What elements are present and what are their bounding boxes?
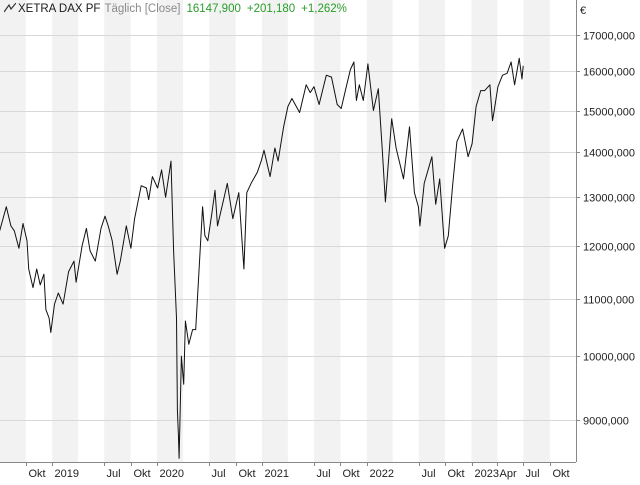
x-tick-label: Jul	[317, 468, 331, 480]
chart-mode: Täglich [Close]	[104, 3, 181, 15]
x-tick-label: Okt	[553, 468, 570, 480]
x-tick-label: Jul	[212, 468, 226, 480]
x-tick-label: Okt	[239, 468, 256, 480]
y-tick-label: 11000,000	[583, 295, 634, 307]
x-tick-label: Okt	[29, 468, 46, 480]
instrument-name: XETRA DAX PF	[18, 3, 101, 15]
x-tick-label: Okt	[343, 468, 360, 480]
period-band	[52, 0, 79, 462]
x-tick-label: Jul	[526, 468, 540, 480]
gridlines	[0, 35, 576, 421]
x-tick-label: 2022	[370, 468, 394, 480]
price-change: +201,180	[246, 3, 296, 15]
x-tick-label: 2021	[265, 468, 289, 480]
y-tick-label: 12000,000	[583, 242, 635, 254]
period-band	[262, 0, 288, 462]
price-series	[0, 57, 524, 459]
chart-header: XETRA DAX PF Täglich [Close] 16147,900 +201…	[4, 3, 347, 15]
last-price: 16147,900	[186, 3, 241, 15]
period-band	[366, 0, 393, 462]
x-tick-label: Okt	[448, 468, 465, 480]
period-band	[104, 0, 131, 462]
currency-label: €	[580, 5, 587, 17]
y-tick-label: 13000,000	[583, 193, 635, 205]
x-tick-label: 2023	[475, 468, 499, 480]
period-band	[471, 0, 498, 462]
x-tick-label: Apr	[500, 468, 517, 480]
y-tick-label: 14000,000	[583, 148, 635, 160]
series-line	[0, 57, 524, 459]
y-tick-label: 9000,000	[583, 416, 629, 428]
period-band	[209, 0, 236, 462]
x-tick-label: Okt	[134, 468, 151, 480]
period-bands	[0, 0, 550, 462]
line-chart-icon	[4, 3, 16, 13]
x-tick-label: Jul	[107, 468, 121, 480]
period-band	[313, 0, 341, 462]
x-tick-label: Jul	[422, 468, 436, 480]
y-axis-ticks: 9000,000 10000,000 11000,000 12000,000 13000…	[576, 31, 635, 428]
period-band	[156, 0, 184, 462]
period-band	[523, 0, 550, 462]
price-change-percent: +1,262%	[301, 3, 347, 15]
y-tick-label: 15000,000	[583, 107, 635, 119]
y-tick-label: 10000,000	[583, 352, 635, 364]
x-tick-label: 2019	[55, 468, 79, 480]
period-band	[418, 0, 446, 462]
y-tick-label: 17000,000	[583, 31, 635, 43]
x-tick-label: 2020	[160, 468, 184, 480]
x-axis-ticks: Okt 2019 Jul Okt 2020 Jul Okt 2021 Jul Okt 2022 Jul…	[26, 462, 570, 480]
y-tick-label: 16000,000	[583, 67, 635, 79]
